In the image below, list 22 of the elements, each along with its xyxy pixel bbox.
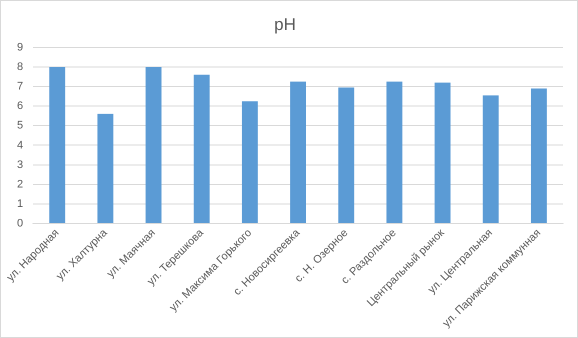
- y-tick-label: 7: [16, 80, 24, 93]
- y-tick-label: 8: [16, 61, 24, 73]
- bar: [434, 82, 451, 224]
- bar: [242, 101, 258, 224]
- bar: [97, 114, 114, 224]
- y-tick-label: 5: [16, 120, 24, 132]
- y-tick-label: 6: [16, 100, 24, 112]
- bar: [530, 88, 547, 224]
- bar: [338, 88, 354, 224]
- chart-title: pH: [274, 14, 296, 34]
- bar: [146, 66, 162, 224]
- bar: [290, 82, 306, 224]
- bar: [482, 95, 499, 224]
- y-tick-label: 9: [16, 41, 24, 54]
- y-tick-label: 2: [16, 178, 24, 190]
- y-tick-label: 0: [16, 218, 24, 230]
- bar: [49, 66, 66, 224]
- bar: [386, 82, 402, 224]
- y-tick-label: 3: [16, 158, 24, 171]
- y-tick-label: 4: [16, 139, 24, 152]
- y-tick-label: 1: [16, 198, 24, 210]
- bar: [194, 74, 210, 224]
